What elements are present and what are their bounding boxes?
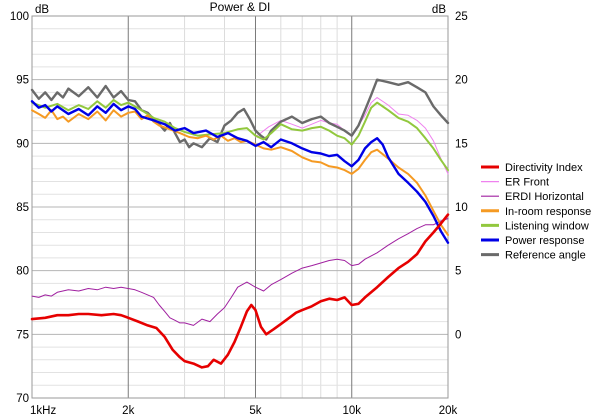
y-right-tick-label: 25 bbox=[455, 11, 468, 23]
series-power-response bbox=[30, 100, 450, 244]
y-right-tick-label: 15 bbox=[455, 138, 468, 150]
legend-label: Reference angle bbox=[505, 250, 586, 262]
legend: Directivity Index ER Front ERDI Horizontal… bbox=[481, 162, 591, 262]
y-left-tick-label: 75 bbox=[16, 329, 29, 341]
series-in-room-response bbox=[31, 109, 449, 236]
y-left-tick-label: 90 bbox=[16, 138, 29, 150]
axis-labels: 1kHz 2k 5k 10k 20k 70 75 80 85 90 95 100 0 5 10 15 20 25 bbox=[10, 11, 468, 417]
x-tick-label: 2k bbox=[122, 405, 134, 417]
series-directivity-index bbox=[30, 213, 450, 369]
plot-frame bbox=[31, 15, 449, 399]
legend-label: Directivity Index bbox=[505, 162, 583, 174]
right-axis-unit: dB bbox=[432, 4, 446, 16]
left-axis-unit: dB bbox=[35, 4, 49, 16]
series-reference-angle bbox=[30, 78, 450, 149]
y-left-tick-label: 100 bbox=[10, 11, 29, 23]
y-left-tick-label: 95 bbox=[16, 75, 29, 87]
x-tick-label: 1kHz bbox=[30, 405, 56, 417]
legend-label: Listening window bbox=[505, 220, 589, 232]
legend-label: ERDI Horizontal bbox=[505, 191, 584, 203]
y-right-tick-label: 0 bbox=[455, 329, 461, 341]
x-tick-label: 10k bbox=[342, 405, 361, 417]
y-right-tick-label: 20 bbox=[455, 75, 468, 87]
y-left-tick-label: 70 bbox=[16, 393, 29, 405]
y-left-tick-label: 85 bbox=[16, 202, 29, 214]
x-tick-label: 20k bbox=[439, 405, 458, 417]
x-tick-label: 5k bbox=[249, 405, 261, 417]
series-erdi-horizontal bbox=[31, 218, 449, 326]
legend-label: ER Front bbox=[505, 177, 549, 189]
series-layer bbox=[30, 78, 450, 369]
series-listening-window bbox=[31, 99, 449, 172]
chart-title: Power & DI bbox=[210, 0, 271, 14]
y-left-tick-label: 80 bbox=[16, 266, 29, 278]
y-right-tick-label: 5 bbox=[455, 266, 461, 278]
y-right-tick-label: 10 bbox=[455, 202, 468, 214]
legend-label: Power response bbox=[505, 235, 585, 247]
legend-label: In-room response bbox=[505, 206, 591, 218]
